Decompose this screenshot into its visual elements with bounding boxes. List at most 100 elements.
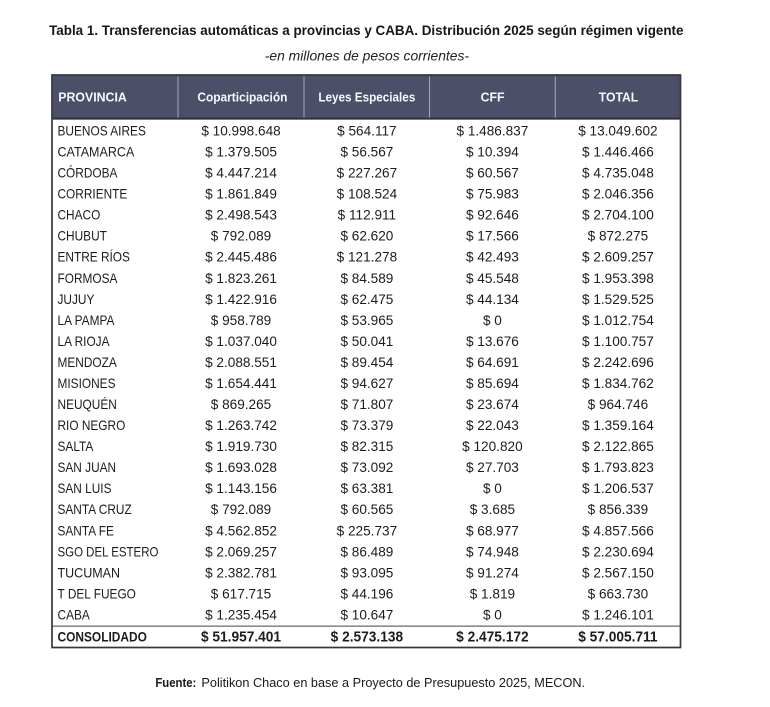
svg-text:-en millones de pesos corrient: -en millones de pesos corrientes- [265,48,470,63]
svg-text:$ 84.589: $ 84.589 [340,271,393,286]
svg-text:$ 0: $ 0 [483,313,502,328]
svg-text:$ 1.422.916: $ 1.422.916 [205,292,277,307]
svg-text:$ 1.246.101: $ 1.246.101 [582,607,654,622]
svg-text:$ 2.573.138: $ 2.573.138 [331,630,404,646]
svg-text:$ 27.703: $ 27.703 [466,460,519,475]
svg-text:$ 23.674: $ 23.674 [466,397,519,412]
svg-text:SAN LUIS: SAN LUIS [58,481,112,496]
svg-text:$ 50.041: $ 50.041 [340,334,393,349]
svg-text:$ 10.394: $ 10.394 [466,145,519,160]
svg-text:NEUQUÉN: NEUQUÉN [58,397,117,412]
svg-text:CORRIENTE: CORRIENTE [58,187,128,202]
svg-text:TUCUMAN: TUCUMAN [58,565,121,580]
svg-text:$ 856.339: $ 856.339 [588,502,648,517]
svg-text:$ 2.445.486: $ 2.445.486 [205,250,277,265]
svg-text:$ 74.948: $ 74.948 [466,544,519,559]
svg-text:$ 56.567: $ 56.567 [340,145,393,160]
svg-text:Politikon Chaco en base a Proy: Politikon Chaco en base a Proyecto de Pr… [201,675,585,690]
svg-text:$ 1.359.164: $ 1.359.164 [582,418,654,433]
svg-text:$ 2.230.694: $ 2.230.694 [582,544,654,559]
svg-text:FORMOSA: FORMOSA [58,271,119,286]
svg-text:$ 1.693.028: $ 1.693.028 [205,460,277,475]
svg-text:$ 1.834.762: $ 1.834.762 [582,376,654,391]
svg-text:Leyes Especiales: Leyes Especiales [318,90,415,105]
svg-text:$ 53.965: $ 53.965 [340,313,393,328]
svg-text:CHUBUT: CHUBUT [58,229,107,244]
svg-text:$ 10.647: $ 10.647 [340,607,393,622]
svg-text:SANTA FE: SANTA FE [58,523,114,538]
svg-text:$ 1.953.398: $ 1.953.398 [582,271,654,286]
svg-text:CHACO: CHACO [58,208,101,223]
svg-text:$ 958.789: $ 958.789 [211,313,271,328]
svg-text:$ 60.565: $ 60.565 [340,502,393,517]
svg-text:$ 1.235.454: $ 1.235.454 [205,607,277,622]
svg-text:$ 872.275: $ 872.275 [588,229,648,244]
svg-text:$ 1.486.837: $ 1.486.837 [456,124,528,139]
svg-text:$ 227.267: $ 227.267 [337,166,397,181]
svg-text:RIO NEGRO: RIO NEGRO [58,418,126,433]
svg-text:Tabla 1. Transferencias automá: Tabla 1. Transferencias automáticas a pr… [49,22,684,38]
svg-text:$ 1.037.040: $ 1.037.040 [205,334,277,349]
svg-text:$ 1.379.505: $ 1.379.505 [205,145,277,160]
svg-text:CFF: CFF [481,90,505,105]
svg-text:$ 71.807: $ 71.807 [340,397,393,412]
svg-text:$ 73.092: $ 73.092 [340,460,393,475]
svg-text:$ 1.206.537: $ 1.206.537 [582,481,654,496]
svg-text:$ 51.957.401: $ 51.957.401 [201,630,281,646]
svg-text:$ 1.919.730: $ 1.919.730 [205,439,277,454]
svg-text:$ 0: $ 0 [483,607,502,622]
svg-text:$ 4.735.048: $ 4.735.048 [582,166,654,181]
svg-text:$ 17.566: $ 17.566 [466,229,519,244]
svg-text:SANTA CRUZ: SANTA CRUZ [58,502,132,517]
svg-text:$ 0: $ 0 [483,481,502,496]
svg-text:$ 2.567.150: $ 2.567.150 [582,565,654,580]
svg-text:$ 86.489: $ 86.489 [340,544,393,559]
svg-text:$ 45.548: $ 45.548 [466,271,519,286]
svg-text:MISIONES: MISIONES [58,376,116,391]
svg-text:$ 62.475: $ 62.475 [340,292,393,307]
svg-text:SAN JUAN: SAN JUAN [58,460,117,475]
svg-text:$ 2.122.865: $ 2.122.865 [582,439,654,454]
svg-text:$ 92.646: $ 92.646 [466,208,519,223]
svg-text:$ 1.861.849: $ 1.861.849 [205,187,277,202]
svg-text:$ 94.627: $ 94.627 [340,376,393,391]
svg-text:ENTRE RÍOS: ENTRE RÍOS [58,250,130,265]
svg-text:CONSOLIDADO: CONSOLIDADO [58,630,147,645]
svg-text:$ 2.088.551: $ 2.088.551 [205,355,277,370]
svg-text:$ 63.381: $ 63.381 [340,481,393,496]
svg-text:$ 2.475.172: $ 2.475.172 [456,630,529,646]
svg-text:$ 4.447.214: $ 4.447.214 [205,166,277,181]
svg-text:SALTA: SALTA [58,439,95,454]
svg-text:$ 2.382.781: $ 2.382.781 [205,565,277,580]
svg-text:$ 4.562.852: $ 4.562.852 [205,523,277,538]
svg-text:$ 85.694: $ 85.694 [466,376,519,391]
svg-text:$ 44.134: $ 44.134 [466,292,519,307]
svg-text:T DEL FUEGO: T DEL FUEGO [58,586,136,601]
svg-text:$ 60.567: $ 60.567 [466,166,519,181]
svg-text:Coparticipación: Coparticipación [197,90,287,105]
svg-text:$ 2.609.257: $ 2.609.257 [582,250,654,265]
svg-text:$ 108.524: $ 108.524 [337,187,398,202]
svg-text:CATAMARCA: CATAMARCA [58,145,136,160]
svg-text:$ 10.998.648: $ 10.998.648 [201,124,280,139]
svg-text:$ 1.100.757: $ 1.100.757 [582,334,654,349]
svg-text:$ 1.012.754: $ 1.012.754 [582,313,654,328]
svg-text:$ 4.857.566: $ 4.857.566 [582,523,654,538]
svg-text:$ 22.043: $ 22.043 [466,418,519,433]
svg-text:$ 73.379: $ 73.379 [340,418,393,433]
svg-text:$ 1.654.441: $ 1.654.441 [205,376,277,391]
svg-text:$ 44.196: $ 44.196 [340,586,393,601]
svg-text:$ 225.737: $ 225.737 [337,523,397,538]
svg-text:$ 792.089: $ 792.089 [211,502,271,517]
svg-text:$ 1.263.742: $ 1.263.742 [205,418,277,433]
svg-text:$ 1.793.823: $ 1.793.823 [582,460,654,475]
svg-text:$ 869.265: $ 869.265 [211,397,271,412]
svg-text:LA RIOJA: LA RIOJA [58,334,111,349]
svg-text:$ 89.454: $ 89.454 [340,355,393,370]
svg-text:$ 42.493: $ 42.493 [466,250,519,265]
svg-text:$ 13.676: $ 13.676 [466,334,519,349]
svg-text:$ 2.242.696: $ 2.242.696 [582,355,654,370]
svg-text:Fuente:: Fuente: [155,675,196,690]
svg-text:CÓRDOBA: CÓRDOBA [58,166,119,181]
svg-text:MENDOZA: MENDOZA [58,355,118,370]
